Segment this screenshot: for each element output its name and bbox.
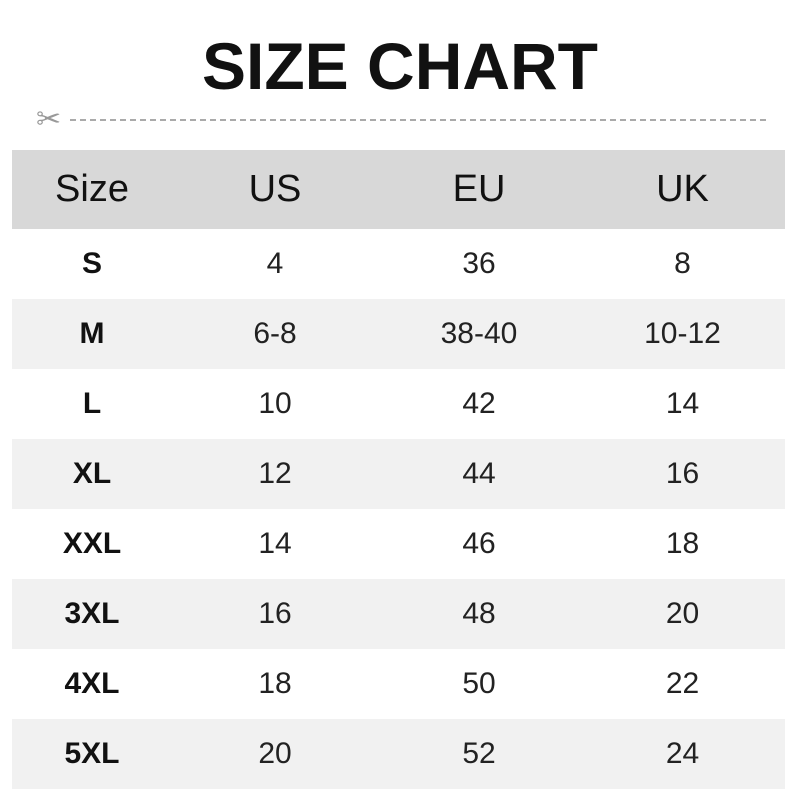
cell-uk: 22: [665, 667, 700, 700]
cell-eu: 36: [462, 247, 496, 280]
cell-uk: 24: [665, 737, 700, 770]
page-title: SIZE CHART: [202, 29, 598, 103]
size-table: Size US EU UK S 4 36 8 M 6-8 38-40 10-12 L 10 42 14…: [12, 150, 785, 789]
scissors-icon: ✂: [36, 103, 62, 136]
header-eu: EU: [452, 168, 506, 210]
cell-us: 4: [266, 247, 284, 280]
table-row: M 6-8 38-40 10-12: [12, 299, 785, 369]
cell-us: 16: [258, 597, 292, 630]
table-row: 3XL 16 48 20: [12, 579, 785, 649]
cell-eu: 42: [462, 387, 496, 420]
dashed-divider: [70, 119, 766, 121]
cell-eu: 46: [462, 527, 496, 560]
cell-us: 6-8: [253, 317, 297, 350]
cell-uk: 8: [674, 247, 691, 280]
cell-size: S: [81, 247, 102, 280]
cell-uk: 10-12: [644, 317, 721, 350]
header-uk: UK: [656, 168, 709, 210]
cell-size: XL: [72, 457, 112, 490]
cell-us: 10: [258, 387, 292, 420]
cell-size: L: [82, 387, 102, 420]
cell-size: 3XL: [64, 597, 120, 630]
table-row: S 4 36 8: [12, 229, 785, 299]
cell-uk: 16: [665, 457, 700, 490]
cut-line: ✂: [36, 103, 776, 136]
cell-uk: 14: [665, 387, 700, 420]
table-row: 4XL 18 50 22: [12, 649, 785, 719]
cell-eu: 48: [462, 597, 496, 630]
cell-uk: 18: [665, 527, 700, 560]
cell-eu: 38-40: [440, 317, 518, 350]
header-us: US: [248, 168, 302, 210]
cell-eu: 44: [462, 457, 496, 490]
cell-size: 4XL: [64, 667, 120, 700]
cell-us: 18: [258, 667, 292, 700]
cell-us: 14: [258, 527, 292, 560]
cell-size: M: [79, 317, 105, 350]
cell-us: 12: [258, 457, 292, 490]
table-row: XXL 14 46 18: [12, 509, 785, 579]
cell-eu: 52: [462, 737, 496, 770]
cell-eu: 50: [462, 667, 496, 700]
cell-size: 5XL: [64, 737, 120, 770]
cell-us: 20: [258, 737, 292, 770]
header-size: Size: [55, 168, 129, 210]
table-row: L 10 42 14: [12, 369, 785, 439]
cell-size: XXL: [62, 527, 122, 560]
cell-uk: 20: [665, 597, 700, 630]
table-header: Size US EU UK: [12, 150, 785, 229]
table-row: XL 12 44 16: [12, 439, 785, 509]
table-row: 5XL 20 52 24: [12, 719, 785, 789]
